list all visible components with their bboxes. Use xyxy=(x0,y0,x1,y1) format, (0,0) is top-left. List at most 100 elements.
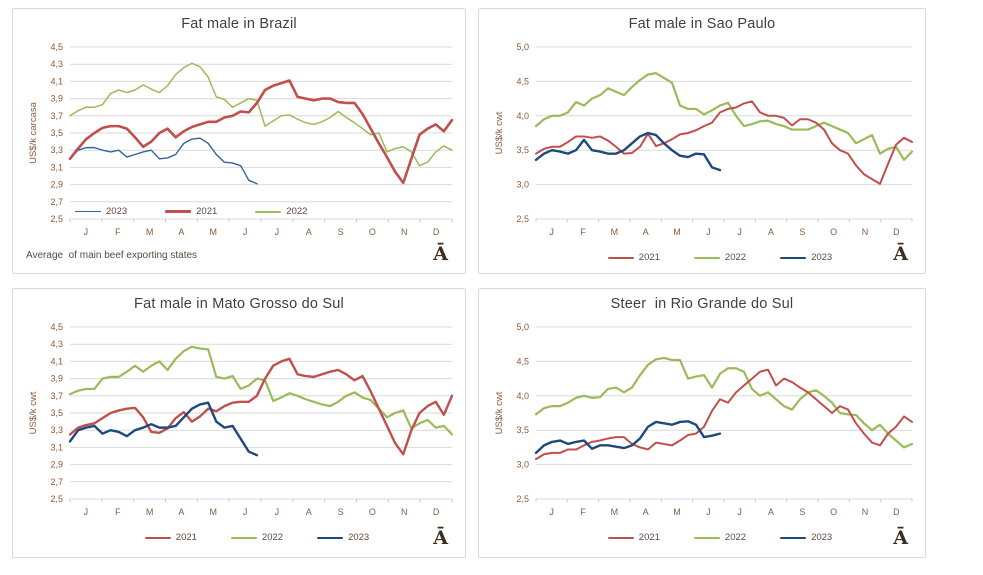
legend-label-2023: 2023 xyxy=(811,252,833,263)
x-month-label: N xyxy=(401,507,408,517)
x-month-label: M xyxy=(146,227,154,237)
y-tick-label: 4,1 xyxy=(50,356,63,366)
x-month-label: M xyxy=(673,507,681,517)
legend-label-2023: 2023 xyxy=(811,532,833,543)
x-month-label: J xyxy=(706,507,711,517)
series-line-2022 xyxy=(68,345,454,436)
x-month-label: N xyxy=(862,507,869,517)
y-tick-label: 2,5 xyxy=(50,214,63,224)
y-tick-label: 3,3 xyxy=(50,425,63,435)
y-tick-label: 3,5 xyxy=(50,128,63,138)
x-month-label: S xyxy=(799,227,805,237)
legend-swatch-2022 xyxy=(693,536,720,539)
x-month-label: M xyxy=(210,507,218,517)
legend-entry-2022: 2022 xyxy=(693,252,747,263)
y-tick-label: 3,0 xyxy=(516,180,529,190)
y-axis-label: US$/k cwt xyxy=(494,111,505,154)
legend-swatch-2021 xyxy=(165,210,192,213)
legend-entry-2021: 2021 xyxy=(607,252,660,263)
y-tick-label: 4,3 xyxy=(50,59,63,69)
chart-title: Fat male in Sao Paulo xyxy=(628,16,776,32)
y-tick-label: 3,7 xyxy=(50,391,63,401)
series-line-2022 xyxy=(69,62,453,167)
logo-mark: Ā xyxy=(893,527,908,549)
x-month-label: A xyxy=(768,227,774,237)
x-month-label: O xyxy=(369,507,376,517)
chart-title: Fat male in Mato Grosso do Sul xyxy=(134,296,344,312)
x-month-label: D xyxy=(893,507,900,517)
x-month-label: J xyxy=(243,227,248,237)
x-month-label: A xyxy=(643,227,649,237)
x-month-label: A xyxy=(178,507,184,517)
legend-label-2022: 2022 xyxy=(724,532,747,543)
series-line-2021 xyxy=(68,79,454,185)
x-month-label: F xyxy=(580,227,586,237)
chart-legend: 2023 2021 2022 xyxy=(75,206,307,217)
series-line-2023 xyxy=(534,420,722,455)
y-axis-label: US$/k cwt xyxy=(28,391,39,434)
x-month-label: J xyxy=(84,507,89,517)
y-tick-label: 4,5 xyxy=(50,322,63,332)
x-month-label: S xyxy=(799,507,805,517)
x-month-label: D xyxy=(433,227,440,237)
chart-canvas: 4,5 4,3 4,1 3,9 3,7 3,5 3,3 3,1 2,9 2,7 2,5 J F M A M J J… xyxy=(28,322,454,517)
logo-mark: Ā xyxy=(433,243,448,265)
x-month-label: N xyxy=(862,227,869,237)
y-tick-label: 4,3 xyxy=(50,339,63,349)
x-month-label: J xyxy=(275,227,280,237)
y-tick-label: 3,3 xyxy=(50,145,63,155)
x-month-label: O xyxy=(830,227,837,237)
y-tick-label: 3,9 xyxy=(50,374,63,384)
legend-label-2021: 2021 xyxy=(196,206,218,217)
legend-label-2021: 2021 xyxy=(175,532,197,543)
chart-legend: 2021 2022 2023 xyxy=(479,532,925,543)
x-month-label: A xyxy=(768,507,774,517)
legend-swatch-2022 xyxy=(230,536,257,539)
x-month-label: A xyxy=(178,227,184,237)
legend-swatch-2021 xyxy=(607,536,634,539)
y-tick-label: 2,5 xyxy=(516,214,529,224)
logo-mark: Ā xyxy=(893,243,908,265)
chart-title: Steer in Rio Grande do Sul xyxy=(610,296,794,312)
x-month-label: J xyxy=(737,227,742,237)
y-tick-label: 2,9 xyxy=(50,460,63,470)
y-tick-label: 5,0 xyxy=(516,42,529,52)
x-month-label: J xyxy=(84,227,89,237)
legend-entry-2022: 2022 xyxy=(230,532,284,543)
y-tick-label: 3,1 xyxy=(50,162,63,172)
legend-swatch-2023 xyxy=(780,256,807,259)
chart-panel-mato-grosso: Fat male in Mato Grosso do Sul 4,5 4,3 4,1… xyxy=(12,288,466,558)
x-month-label: J xyxy=(737,507,742,517)
legend-swatch-2022 xyxy=(255,210,282,213)
legend-swatch-2023 xyxy=(75,211,101,212)
series-line-2023 xyxy=(69,137,258,185)
chart-panel-sao-paulo: Fat male in Sao Paulo 5,0 4,5 4,0 3,5 3,0 2,5… xyxy=(478,8,926,274)
series-line-2022 xyxy=(534,72,914,161)
legend-label-2022: 2022 xyxy=(724,252,747,263)
y-tick-label: 2,5 xyxy=(516,494,529,504)
y-tick-label: 2,5 xyxy=(50,494,63,504)
legend-label-2022: 2022 xyxy=(261,532,284,543)
y-tick-label: 3,5 xyxy=(516,145,529,155)
y-tick-label: 4,5 xyxy=(516,76,529,86)
y-tick-label: 3,5 xyxy=(50,408,63,418)
x-month-label: J xyxy=(243,507,248,517)
x-month-label: A xyxy=(643,507,649,517)
legend-swatch-2023 xyxy=(780,536,807,539)
legend-label-2023: 2023 xyxy=(348,532,370,543)
legend-label-2022: 2022 xyxy=(286,206,308,217)
x-month-label: A xyxy=(306,507,312,517)
x-month-label: O xyxy=(830,507,837,517)
legend-entry-2023: 2023 xyxy=(780,532,832,543)
legend-entry-2021: 2021 xyxy=(165,206,217,217)
legend-label-2021: 2021 xyxy=(638,532,660,543)
chart-title: Fat male in Brazil xyxy=(181,16,297,32)
series-line-2021 xyxy=(535,368,913,461)
series-line-2021 xyxy=(535,100,913,185)
x-month-label: D xyxy=(893,227,900,237)
legend-entry-2022: 2022 xyxy=(255,206,307,217)
x-month-label: S xyxy=(338,507,344,517)
x-month-label: F xyxy=(115,507,121,517)
y-tick-label: 3,1 xyxy=(50,442,63,452)
